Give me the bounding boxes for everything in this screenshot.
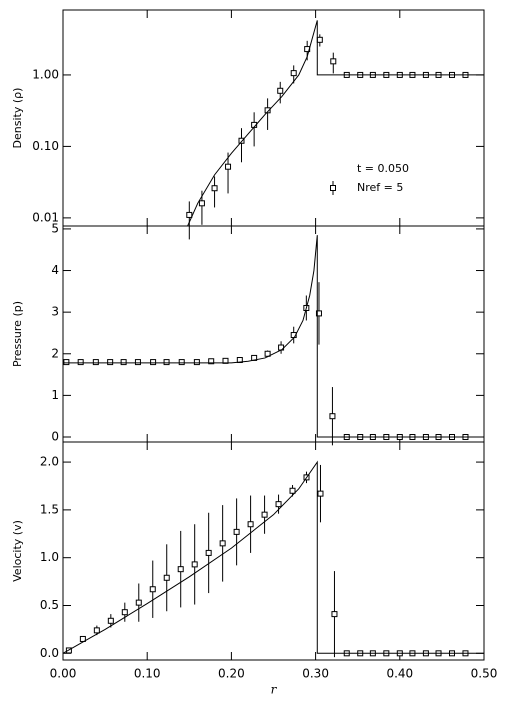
legend-marker: [330, 185, 336, 191]
point-marker: [205, 549, 212, 556]
y-axis-label: Density (ρ): [11, 88, 24, 149]
x-tick-label: 0.40: [386, 667, 413, 681]
point-marker: [290, 70, 297, 77]
x-tick-label: 0.10: [134, 667, 161, 681]
point-marker: [191, 561, 198, 568]
point-marker: [330, 58, 337, 65]
y-tick-label: 0.0: [40, 646, 59, 660]
x-tick-label: 0.00: [50, 667, 77, 681]
y-tick-label: 5: [51, 221, 59, 235]
point-marker: [177, 566, 184, 573]
y-tick-label: 2: [51, 346, 59, 360]
annotation: t = 0.050: [357, 162, 409, 175]
point-marker: [277, 87, 284, 94]
y-tick-label: 3: [51, 305, 59, 319]
model-line: [63, 235, 484, 438]
point-marker: [150, 359, 157, 366]
point-marker: [289, 487, 296, 494]
x-tick-label: 0.20: [218, 667, 245, 681]
point-marker: [225, 163, 232, 170]
y-tick-label: 0: [51, 430, 59, 444]
y-tick-label: 0.5: [40, 598, 59, 612]
point-marker: [193, 359, 200, 366]
point-marker: [261, 511, 268, 518]
point-marker: [107, 617, 114, 624]
x-tick-label: 0.50: [471, 667, 498, 681]
point-marker: [329, 413, 336, 420]
model-line: [62, 460, 484, 654]
point-marker: [315, 310, 322, 317]
y-axis-label: Velocity (v): [11, 520, 24, 582]
y-tick-label: 1.00: [32, 67, 59, 81]
point-marker: [331, 611, 338, 618]
point-marker: [264, 107, 271, 114]
point-marker: [219, 540, 226, 547]
point-marker: [208, 358, 215, 365]
y-tick-label: 1.0: [40, 550, 59, 564]
y-tick-label: 1.5: [40, 502, 59, 516]
y-tick-label: 0.10: [32, 139, 59, 153]
point-marker: [149, 586, 156, 593]
point-marker: [163, 574, 170, 581]
point-marker: [198, 200, 205, 207]
point-marker: [247, 521, 254, 528]
x-axis-label: r: [271, 683, 278, 697]
point-marker: [92, 359, 99, 366]
point-marker: [163, 359, 170, 366]
point-marker: [121, 609, 128, 616]
point-marker: [211, 185, 218, 192]
point-marker: [77, 359, 84, 366]
point-marker: [134, 359, 141, 366]
y-axis-label: Pressure (p): [11, 301, 24, 367]
point-marker: [233, 528, 240, 535]
point-marker: [186, 211, 193, 218]
point-marker: [316, 36, 323, 43]
y-tick-label: 2.0: [40, 455, 59, 469]
y-tick-label: 0.01: [32, 210, 59, 224]
point-marker: [275, 501, 282, 508]
y-tick-label: 4: [51, 263, 59, 277]
point-marker: [93, 627, 100, 634]
point-marker: [120, 359, 127, 366]
point-marker: [135, 599, 142, 606]
point-marker: [107, 359, 114, 366]
plot-frame: [62, 441, 485, 661]
point-marker: [317, 490, 324, 497]
point-marker: [63, 359, 70, 366]
x-tick-label: 0.30: [302, 667, 329, 681]
legend-label: Nref = 5: [357, 181, 403, 194]
model-line: [187, 20, 484, 227]
point-marker: [238, 137, 245, 144]
y-tick-label: 1: [51, 388, 59, 402]
point-marker: [178, 359, 185, 366]
